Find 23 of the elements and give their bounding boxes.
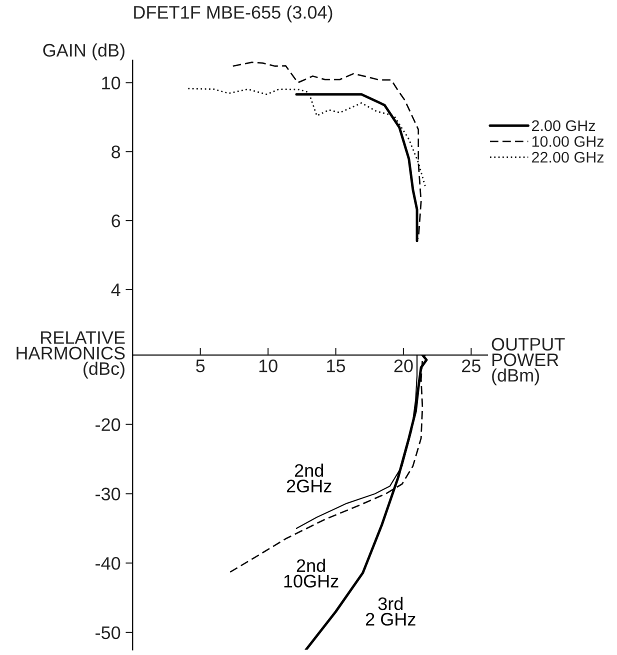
legend-label: 10.00 GHz [532, 136, 604, 147]
series-label: 2nd 2GHz [286, 464, 332, 492]
y-tick-label: 4 [111, 284, 120, 296]
x-axis-title: OUTPUT POWER (dBm) [492, 338, 565, 386]
legend-label: 22.00 GHz [532, 152, 604, 163]
chart-title: DFET1F MBE-655 (3.04) [134, 6, 332, 22]
series-label: 3rd 2 GHz [366, 596, 416, 626]
y-tick-label: 8 [112, 146, 120, 158]
y-tick-label: -50 [96, 626, 120, 640]
x-tick-label: 15 [327, 360, 346, 372]
x-tick-label: 5 [196, 360, 205, 372]
y-axis-title: GAIN (dB) [43, 43, 124, 60]
y-axis-title: RELATIVE HARMONICS (dBc) [16, 331, 125, 379]
x-tick-label: 25 [462, 359, 480, 372]
x-tick-label: 20 [394, 359, 413, 372]
y-tick-label: -40 [96, 557, 120, 570]
y-tick-label: 6 [112, 214, 120, 228]
x-tick-label: 10 [259, 359, 278, 372]
series-label: 2nd 10GHz [284, 558, 338, 588]
y-tick-label: -20 [96, 418, 120, 432]
y-tick-label: 10 [102, 76, 120, 90]
legend-label: 2.00 GHz [532, 120, 596, 132]
y-tick-label: -30 [96, 488, 120, 500]
